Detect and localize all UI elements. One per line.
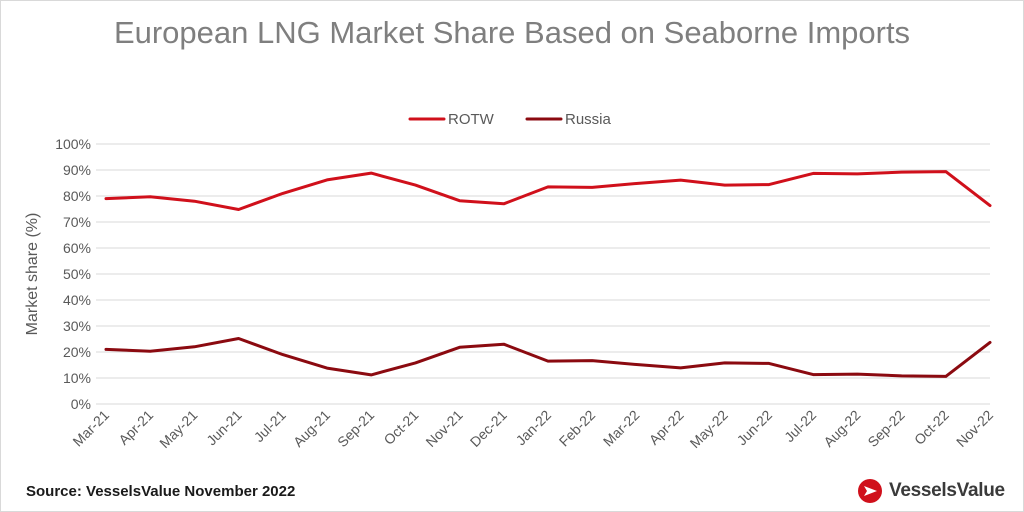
x-axis-ticks: Mar-21 Apr-21 May-21 Jun-21 Jul-21 Aug-21 Sep-… [69, 407, 996, 451]
x-tick-label: Jun-21 [203, 407, 245, 449]
x-tick-label: Oct-21 [380, 407, 421, 448]
y-axis-ticks: 0% 10% 20% 30% 40% 50% 60% 70% 80% 90% 100% [55, 136, 91, 412]
x-tick-label: Jun-22 [734, 407, 776, 449]
series-lines [104, 170, 992, 378]
y-tick-label: 80% [63, 188, 91, 204]
x-tick-label: Apr-21 [115, 407, 156, 448]
y-tick-label: 20% [63, 344, 91, 360]
legend-label-russia: Russia [565, 111, 612, 128]
x-tick-label: Nov-22 [953, 407, 996, 450]
x-tick-label: May-21 [156, 407, 200, 451]
source-note: Source: VesselsValue November 2022 [26, 483, 296, 500]
brand-logo: VesselsValue [857, 478, 1005, 504]
legend: ROTW Russia [408, 111, 612, 128]
x-tick-label: Mar-22 [600, 407, 643, 450]
x-tick-label: Nov-21 [422, 407, 465, 450]
series-line-russia [104, 337, 992, 378]
x-tick-label: Apr-22 [646, 407, 687, 448]
y-tick-label: 10% [63, 370, 91, 386]
x-tick-label: Sep-21 [334, 407, 377, 450]
brand-name: VesselsValue [889, 480, 1005, 501]
x-tick-label: Oct-22 [911, 407, 952, 448]
x-tick-label: Jan-22 [513, 407, 555, 449]
y-tick-label: 50% [63, 266, 91, 282]
vesselsvalue-logo-icon [858, 479, 882, 503]
x-tick-label: Aug-21 [290, 407, 333, 450]
x-tick-label: Jul-21 [251, 407, 289, 445]
y-tick-label: 60% [63, 240, 91, 256]
series-line-rotw [104, 170, 992, 211]
x-tick-label: Sep-22 [864, 407, 907, 450]
y-tick-label: 40% [63, 292, 91, 308]
x-tick-label: Aug-22 [820, 407, 863, 450]
y-tick-label: 100% [55, 136, 91, 152]
legend-label-rotw: ROTW [448, 111, 495, 128]
x-tick-label: Feb-22 [556, 407, 599, 450]
y-tick-label: 90% [63, 162, 91, 178]
chart-title: European LNG Market Share Based on Seabo… [113, 15, 911, 50]
y-tick-label: 70% [63, 214, 91, 230]
gridlines [96, 143, 990, 405]
x-tick-label: May-22 [687, 407, 731, 451]
y-tick-label: 0% [71, 396, 91, 412]
y-tick-label: 30% [63, 318, 91, 334]
x-tick-label: Dec-21 [467, 407, 510, 450]
x-tick-label: Mar-21 [69, 407, 112, 450]
y-axis-title: Market share (%) [24, 213, 41, 336]
x-tick-label: Jul-22 [781, 407, 819, 445]
